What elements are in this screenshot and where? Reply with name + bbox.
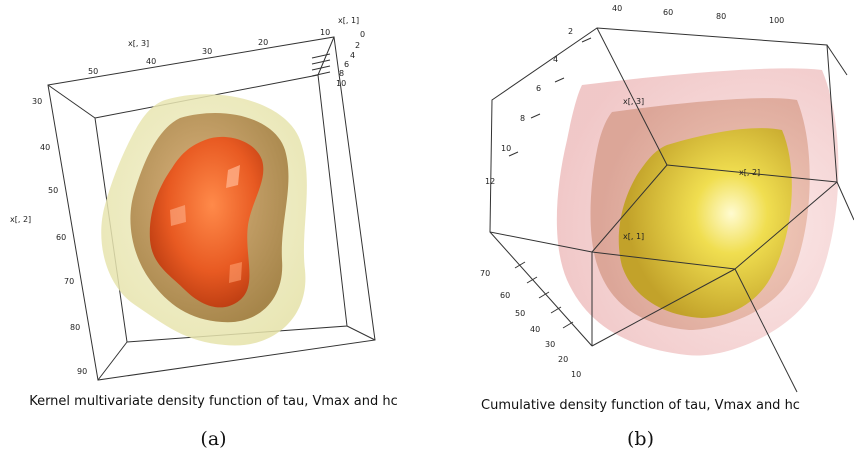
highlight-patch (229, 262, 242, 283)
chart-a-svg: x[, 3] x[, 1] x[, 2] 50 40 30 20 10 0 2 … (10, 16, 376, 381)
axis-label-x1: x[, 1] (623, 232, 644, 241)
tick-label-x1: 4 (350, 51, 355, 60)
tick-label-x2: 70 (64, 277, 74, 286)
tick-stub (538, 291, 550, 299)
tick-stub (311, 71, 331, 77)
panel-a: x[, 3] x[, 1] x[, 2] 50 40 30 20 10 0 2 … (10, 16, 398, 450)
tick-stub (311, 53, 331, 59)
cube-edge (836, 181, 854, 221)
tick-label-x2: 40 (612, 4, 622, 13)
box-edge (317, 36, 335, 76)
tick-label-x3: 20 (258, 38, 268, 47)
cube-edge (734, 268, 798, 393)
surface-inner (618, 128, 792, 318)
tick-label-x1: 2 (355, 41, 360, 50)
tick-label-x2: 60 (663, 8, 673, 17)
tick-label-x3: 12 (485, 177, 495, 186)
tick-label-x3: 30 (202, 47, 212, 56)
tick-stub (550, 306, 562, 314)
tick-label-x2: 80 (70, 323, 80, 332)
tick-label-x2: 100 (769, 16, 784, 25)
highlight-patch (226, 165, 240, 188)
tick-stub (581, 37, 592, 43)
box-edge (346, 325, 376, 341)
box-edge (47, 84, 96, 119)
panel-label-b: (b) (627, 428, 654, 450)
chart-b-svg: x[, 3] x[, 2] x[, 1] 40 60 80 100 2 4 6 … (480, 4, 854, 393)
tick-label-x2: 50 (48, 186, 58, 195)
panel-b: x[, 3] x[, 2] x[, 1] 40 60 80 100 2 4 6 … (427, 0, 854, 457)
panel-label-a: (a) (200, 428, 227, 450)
chart-b-box (489, 27, 854, 393)
tick-label-x1: 8 (339, 69, 344, 78)
highlight-patch (170, 205, 186, 226)
box-edge (97, 341, 128, 381)
tick-stub (562, 321, 574, 329)
cube-edge (666, 164, 838, 183)
tick-stub (311, 59, 331, 65)
cube-edge (489, 231, 593, 347)
tick-label-x1: 10 (571, 370, 581, 379)
tick-stub (554, 77, 565, 83)
tick-label-x3: 50 (88, 67, 98, 76)
tick-stub (514, 261, 526, 269)
caption-b: Cumulative density function of tau, Vmax… (481, 398, 800, 413)
tick-label-x2: 60 (56, 233, 66, 242)
tick-stub (311, 65, 331, 71)
axis-label-x1: x[, 1] (338, 16, 359, 25)
tick-label-x2: 80 (716, 12, 726, 21)
axis-label-x3: x[, 3] (623, 97, 644, 106)
tick-stub (508, 151, 519, 157)
caption-a: Kernel multivariate density function of … (29, 394, 398, 409)
cube-edge (591, 268, 736, 347)
tick-label-x1: 10 (320, 28, 330, 37)
cube-edge (591, 164, 668, 253)
tick-label-x2: 40 (40, 143, 50, 152)
tick-label-x3: 40 (146, 57, 156, 66)
tick-label-x3: 10 (501, 144, 511, 153)
cube-edge (596, 27, 668, 166)
tick-label-x3: 8 (520, 114, 525, 123)
tick-label-x1: 50 (515, 309, 525, 318)
axis-label-x2: x[, 2] (739, 168, 760, 177)
tick-stub (530, 113, 541, 119)
tick-label-x1: 30 (545, 340, 555, 349)
cube-edge (826, 44, 848, 76)
tick-label-x3: 4 (553, 55, 558, 64)
tick-label-x1: 70 (480, 269, 490, 278)
tick-label-x1: 6 (344, 60, 349, 69)
tick-label-x1: 10 (336, 79, 346, 88)
tick-label-x1: 20 (558, 355, 568, 364)
tick-label-x3: 2 (568, 27, 573, 36)
tick-stub (526, 276, 538, 284)
tick-label-x1: 0 (360, 30, 365, 39)
cube-silhouette (489, 27, 838, 270)
tick-label-x2: 30 (32, 97, 42, 106)
axis-label-x2: x[, 2] (10, 215, 31, 224)
tick-label-x1: 40 (530, 325, 540, 334)
tick-label-x2: 90 (77, 367, 87, 376)
tick-label-x1: 60 (500, 291, 510, 300)
axis-label-x3: x[, 3] (128, 39, 149, 48)
tick-label-x3: 6 (536, 84, 541, 93)
